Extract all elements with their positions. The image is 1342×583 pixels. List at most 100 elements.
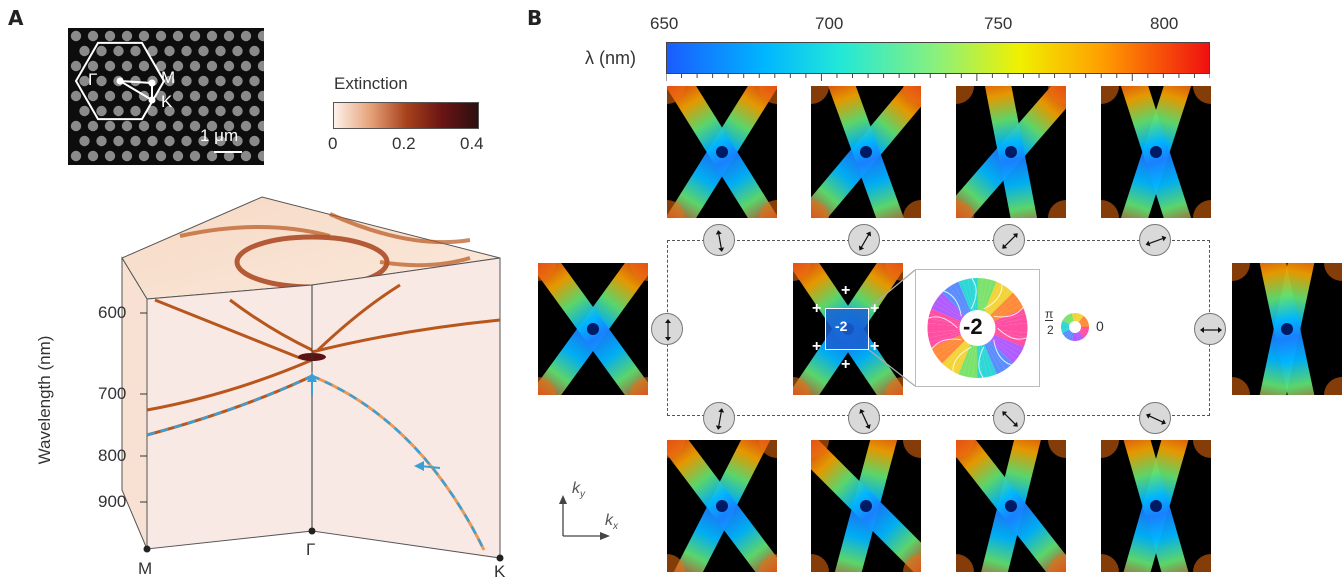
tile-left bbox=[538, 263, 648, 395]
sem-dot bbox=[206, 150, 218, 162]
polarizer-top-2[interactable] bbox=[848, 224, 880, 256]
sem-dot bbox=[215, 105, 226, 117]
polarizer-left[interactable] bbox=[651, 313, 683, 345]
kspace-map bbox=[1101, 86, 1211, 218]
brillouin-zone bbox=[74, 41, 166, 121]
sem-dot bbox=[130, 135, 141, 147]
band-dashed-left bbox=[146, 374, 313, 437]
band-curve-6 bbox=[316, 283, 401, 352]
tile-center bbox=[793, 263, 903, 395]
sem-dot bbox=[249, 105, 260, 117]
band-ylabel: Wavelength (nm) bbox=[35, 335, 54, 465]
sem-dot bbox=[189, 120, 201, 132]
sem-dot bbox=[172, 90, 184, 102]
sem-dot bbox=[70, 60, 82, 72]
polarizer-bottom-3[interactable] bbox=[993, 402, 1025, 434]
kspace-map bbox=[956, 86, 1066, 218]
streamline bbox=[993, 306, 1024, 318]
sem-dot bbox=[104, 120, 116, 132]
top-arc-1 bbox=[179, 225, 331, 238]
extinction-tick-2: 0.4 bbox=[460, 134, 484, 153]
sem-dot bbox=[215, 45, 226, 57]
sem-dot bbox=[87, 120, 99, 132]
panel-b-label: B bbox=[527, 6, 543, 30]
polarizer-top-3[interactable] bbox=[993, 224, 1025, 256]
zoom-lines bbox=[868, 269, 916, 387]
sem-dot bbox=[130, 105, 141, 117]
sem-k-label: K bbox=[161, 92, 173, 111]
sem-dot bbox=[104, 90, 116, 102]
extinction-title: Extinction bbox=[334, 74, 408, 93]
sem-dot bbox=[181, 135, 192, 147]
sem-dot bbox=[147, 45, 158, 57]
polarizer-bottom-1[interactable] bbox=[703, 402, 735, 434]
sem-dot bbox=[79, 45, 90, 57]
sem-dot bbox=[240, 60, 252, 72]
sem-dot bbox=[155, 90, 167, 102]
front-left-face bbox=[146, 284, 313, 550]
sem-dot bbox=[164, 45, 175, 57]
colorbar-tick-700: 700 bbox=[815, 14, 844, 33]
sem-dot bbox=[121, 90, 133, 102]
sem-dot bbox=[121, 120, 133, 132]
sem-dot bbox=[206, 120, 218, 132]
arrow-left-head bbox=[414, 461, 424, 471]
panel-a-label: A bbox=[8, 6, 24, 30]
sem-dot bbox=[164, 75, 175, 87]
sem-dot bbox=[240, 150, 252, 162]
kspace-map bbox=[667, 440, 777, 572]
sem-dot bbox=[147, 135, 158, 147]
lambda-label: λ (nm) bbox=[585, 48, 636, 68]
tile-top-4 bbox=[1101, 86, 1211, 218]
sem-dot bbox=[164, 105, 175, 117]
sem-dot bbox=[206, 90, 218, 102]
sem-dot bbox=[164, 135, 175, 147]
band-curve-4 bbox=[229, 298, 313, 352]
sem-dot bbox=[189, 150, 201, 162]
sem-m-label: M bbox=[161, 68, 176, 87]
polarizer-right[interactable] bbox=[1194, 313, 1226, 345]
polarizer-top-4[interactable] bbox=[1139, 224, 1171, 256]
extinction-tick-1: 0.2 bbox=[392, 134, 416, 153]
ytick-label-800: 800 bbox=[98, 446, 127, 465]
sem-dot bbox=[79, 135, 90, 147]
tile-top-2 bbox=[811, 86, 921, 218]
sem-dot bbox=[198, 75, 209, 87]
tile-bottom-1 bbox=[667, 440, 777, 572]
sem-dot bbox=[240, 30, 252, 42]
sem-dot bbox=[223, 90, 235, 102]
corner-gamma bbox=[308, 527, 316, 535]
streamline bbox=[997, 327, 1027, 340]
phase-zero: 0 bbox=[1096, 318, 1104, 334]
tile-bottom-4 bbox=[1101, 440, 1211, 572]
sem-dot bbox=[104, 60, 116, 72]
sem-dot bbox=[206, 30, 218, 42]
plus-5: + bbox=[841, 356, 851, 373]
sem-dot bbox=[138, 60, 150, 72]
polarizer-bottom-4[interactable] bbox=[1139, 402, 1171, 434]
sem-dot bbox=[257, 120, 264, 132]
sem-dot bbox=[223, 30, 235, 42]
sem-dot bbox=[257, 150, 264, 162]
polarizer-top-1[interactable] bbox=[703, 224, 735, 256]
sem-dot bbox=[96, 135, 107, 147]
streamline bbox=[978, 346, 985, 378]
vortex-disc bbox=[927, 278, 1028, 378]
k-axes bbox=[559, 495, 610, 540]
sem-dot bbox=[70, 120, 82, 132]
sem-dot bbox=[198, 105, 209, 117]
wavelength-colorbar bbox=[666, 42, 1210, 74]
ky-k: k bbox=[572, 480, 580, 497]
sem-dot bbox=[96, 45, 107, 57]
sem-dot bbox=[189, 90, 201, 102]
sem-dot bbox=[257, 60, 264, 72]
sem-dot bbox=[87, 90, 99, 102]
sem-dot bbox=[121, 150, 133, 162]
high-symmetry-point bbox=[148, 96, 156, 104]
sem-dot bbox=[104, 30, 116, 42]
path-gamma-m bbox=[119, 80, 153, 84]
kspace-map bbox=[1232, 263, 1342, 395]
polarizer-bottom-2[interactable] bbox=[848, 402, 880, 434]
sem-dot bbox=[138, 150, 150, 162]
extinction-colorbar bbox=[333, 102, 479, 129]
